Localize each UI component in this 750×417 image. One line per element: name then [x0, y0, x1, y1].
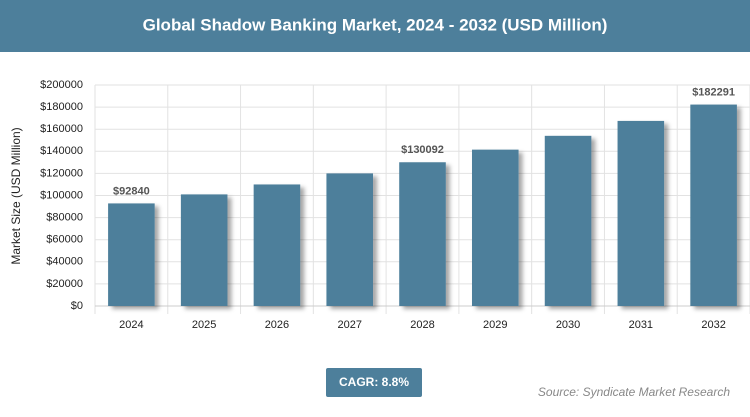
y-tick-label: $160000	[40, 123, 83, 135]
x-tick-label: 2032	[701, 319, 725, 331]
bar	[399, 162, 446, 306]
y-axis-label: Market Size (USD Million)	[9, 127, 23, 264]
bar	[108, 203, 155, 306]
value-label: $182291	[692, 86, 735, 98]
x-tick-label: 2028	[410, 319, 434, 331]
x-tick-label: 2024	[119, 319, 143, 331]
x-tick-label: 2031	[629, 319, 653, 331]
y-tick-label: $60000	[46, 234, 83, 246]
x-tick-label: 2030	[556, 319, 580, 331]
bar	[544, 135, 592, 306]
y-tick-label: $180000	[40, 101, 83, 113]
y-tick-label: $20000	[46, 278, 83, 290]
bar	[253, 184, 301, 306]
y-tick-label: $0	[71, 300, 83, 312]
x-tick-label: 2025	[192, 319, 216, 331]
bar	[690, 104, 737, 306]
source-note: Source: Syndicate Market Research	[538, 385, 730, 399]
y-tick-label: $120000	[40, 167, 83, 179]
value-label: $92840	[113, 185, 150, 197]
value-label: $130092	[401, 144, 444, 156]
y-tick-label: $80000	[46, 212, 83, 224]
x-tick-label: 2027	[337, 319, 361, 331]
cagr-label: CAGR: 8.8%	[339, 375, 409, 389]
x-tick-label: 2029	[483, 319, 507, 331]
cagr-box	[326, 368, 422, 397]
header-band	[0, 0, 750, 52]
y-tick-label: $140000	[40, 145, 83, 157]
bar	[617, 120, 665, 306]
chart-title: Global Shadow Banking Market, 2024 - 203…	[143, 15, 608, 34]
bar	[471, 149, 519, 306]
bar	[180, 194, 228, 306]
y-tick-label: $40000	[46, 256, 83, 268]
y-tick-label: $200000	[40, 79, 83, 91]
bar	[326, 173, 374, 306]
y-tick-label: $100000	[40, 189, 83, 201]
x-tick-label: 2026	[265, 319, 289, 331]
